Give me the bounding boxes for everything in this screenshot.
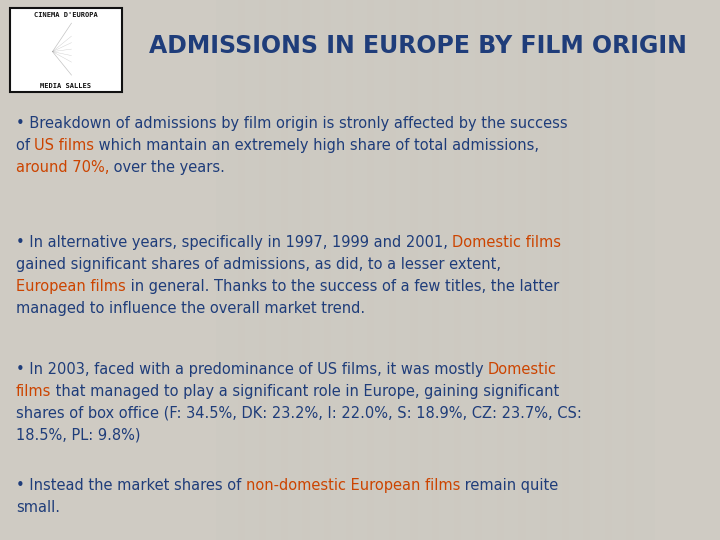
Text: US films: US films (35, 138, 94, 153)
Text: European films: European films (16, 279, 125, 294)
Text: • In 2003, faced with a predominance of US films, it was mostly: • In 2003, faced with a predominance of … (16, 362, 488, 377)
Text: Domestic films: Domestic films (452, 235, 562, 250)
Bar (626, 0, 655, 540)
Bar (238, 0, 266, 540)
Bar (432, 0, 461, 540)
Text: small.: small. (16, 500, 60, 515)
Bar (389, 0, 418, 540)
Text: gained significant shares of admissions, as did, to a lesser extent,: gained significant shares of admissions,… (16, 257, 501, 272)
Text: in general. Thanks to the success of a few titles, the latter: in general. Thanks to the success of a f… (125, 279, 559, 294)
Text: of: of (16, 138, 35, 153)
Text: 18.5%, PL: 9.8%): 18.5%, PL: 9.8%) (16, 428, 140, 442)
Text: • Breakdown of admissions by film origin is stronly affected by the success: • Breakdown of admissions by film origin… (16, 116, 567, 131)
Text: that managed to play a significant role in Europe, gaining significant: that managed to play a significant role … (51, 384, 559, 399)
Text: non-domestic European films: non-domestic European films (246, 478, 460, 493)
Bar (605, 0, 634, 540)
Text: shares of box office (F: 34.5%, DK: 23.2%, I: 22.0%, S: 18.9%, CZ: 23.7%, CS:: shares of box office (F: 34.5%, DK: 23.2… (16, 406, 582, 421)
Polygon shape (71, 23, 116, 75)
Text: over the years.: over the years. (109, 160, 225, 175)
Bar (497, 0, 526, 540)
Bar (216, 0, 245, 540)
Text: • In alternative years, specifically in 1997, 1999 and 2001,: • In alternative years, specifically in … (16, 235, 452, 250)
Bar (518, 0, 547, 540)
Text: ADMISSIONS IN EUROPE BY FILM ORIGIN: ADMISSIONS IN EUROPE BY FILM ORIGIN (148, 34, 687, 58)
Text: CINEMA D'EUROPA: CINEMA D'EUROPA (34, 12, 98, 18)
Bar (346, 0, 374, 540)
Text: managed to influence the overall market trend.: managed to influence the overall market … (16, 301, 365, 315)
Bar (583, 0, 612, 540)
Bar (259, 0, 288, 540)
Bar (324, 0, 353, 540)
Bar (281, 0, 310, 540)
Bar (302, 0, 331, 540)
Bar (10, 8, 122, 92)
Bar (454, 0, 482, 540)
Text: films: films (16, 384, 51, 399)
Bar (367, 0, 396, 540)
Bar (540, 0, 569, 540)
Bar (475, 0, 504, 540)
Text: remain quite: remain quite (460, 478, 558, 493)
Bar (562, 0, 590, 540)
Bar (410, 0, 439, 540)
Text: MEDIA SALLES: MEDIA SALLES (40, 83, 91, 89)
Text: • Instead the market shares of: • Instead the market shares of (16, 478, 246, 493)
Text: Domestic: Domestic (488, 362, 557, 377)
Text: around 70%,: around 70%, (16, 160, 109, 175)
Text: which mantain an extremely high share of total admissions,: which mantain an extremely high share of… (94, 138, 539, 153)
